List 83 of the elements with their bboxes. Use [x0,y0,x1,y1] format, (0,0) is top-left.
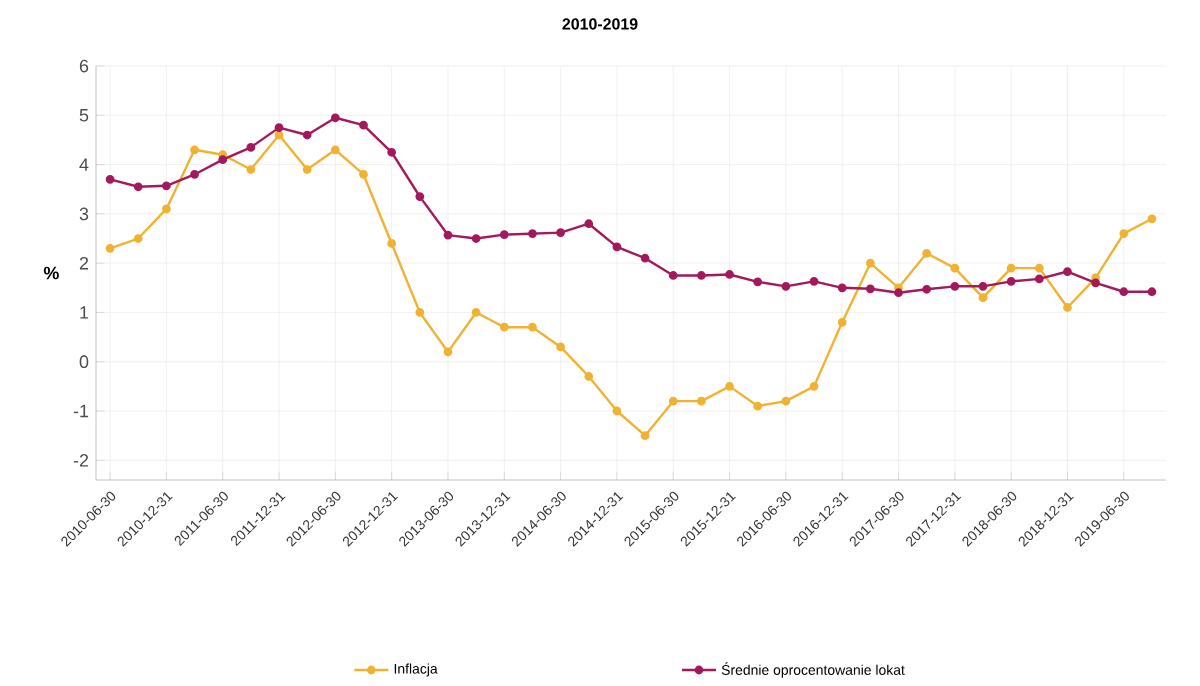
point [1119,287,1129,297]
point [1034,274,1044,284]
point [556,342,565,352]
point [162,204,171,214]
point [528,229,537,239]
point [471,234,481,244]
point [359,170,368,179]
point [274,130,284,140]
y-tick-label: -1 [73,404,89,418]
y-tick-label: 4 [79,158,89,171]
point [528,322,537,332]
point [950,263,960,273]
point [584,372,594,382]
point [302,130,312,140]
point [894,288,903,298]
y-tick-label: 0 [79,355,89,369]
point [274,123,284,133]
y-tick-label: 6 [79,59,89,73]
point [725,270,734,279]
y-tick-label: 5 [79,109,89,122]
point [133,182,143,192]
point [246,165,256,175]
y-tick-label: 2 [79,257,89,270]
point [359,120,368,130]
point [190,145,199,155]
point [725,382,734,391]
point [640,253,650,263]
point [1063,303,1072,313]
point [246,143,256,152]
point [443,347,453,357]
point [499,230,509,240]
point [1006,263,1016,273]
point [105,175,115,184]
point [1034,263,1044,273]
point [499,322,509,332]
point [697,271,706,280]
y-tick-label: 1 [80,306,89,319]
point [387,148,397,157]
point [640,431,650,441]
point [668,271,678,280]
point [471,308,481,317]
point [978,293,988,303]
y-tick-label: -2 [73,454,89,467]
point [415,308,425,317]
point [837,283,847,293]
point [668,396,678,406]
point [753,401,763,411]
point [922,249,932,258]
point [218,155,228,165]
point [162,181,171,191]
point [133,234,143,244]
point [865,284,875,294]
point [865,258,875,268]
point [781,396,791,406]
point [1006,277,1016,286]
point [387,239,397,248]
point [612,406,622,416]
y-axis-title: % [43,266,59,280]
point [781,282,791,291]
point [809,382,819,391]
point [753,277,763,287]
point [837,318,847,327]
point [556,228,565,238]
point [330,145,340,155]
point [302,165,312,175]
point [612,242,622,252]
point [950,282,960,291]
point [584,219,594,229]
y-tick-label: 3 [79,207,89,221]
point [105,244,115,253]
point [1091,278,1100,288]
point [1119,229,1129,239]
point [190,170,199,179]
point [1147,287,1157,297]
point [1063,267,1072,277]
point [415,192,425,202]
point [978,282,988,291]
point [809,277,819,286]
point [443,230,453,240]
point [330,113,340,123]
point [697,396,706,406]
point [1147,214,1157,224]
point [922,285,932,294]
